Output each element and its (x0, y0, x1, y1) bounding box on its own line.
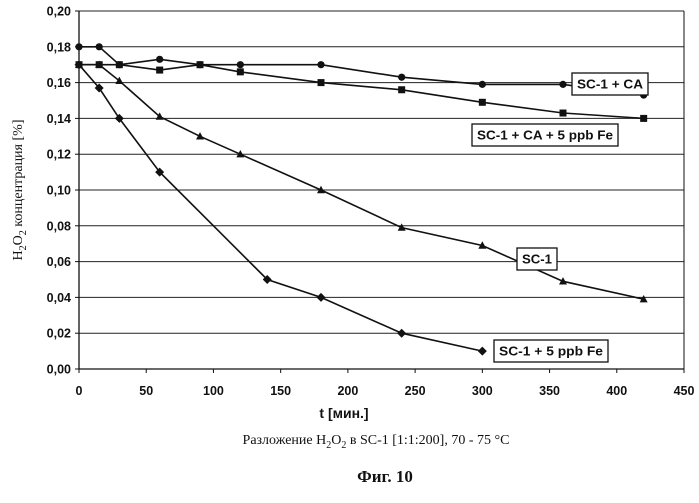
axes (75, 11, 684, 373)
data-point (237, 61, 244, 68)
x-tick-label: 300 (472, 384, 493, 398)
x-tick-label: 400 (606, 384, 627, 398)
y-tick-label: 0,00 (47, 363, 71, 377)
series-label-text: SC-1 + CA (577, 77, 644, 92)
y-tick-label: 0,08 (47, 219, 71, 233)
series-label: SC-1 + CA + 5 ppb Fe (472, 124, 618, 146)
y-tick-label: 0,06 (47, 255, 71, 269)
x-axis-title: t [мин.] (319, 405, 368, 421)
series-line-1 (79, 47, 644, 95)
data-point (397, 329, 406, 338)
data-point (398, 74, 405, 81)
x-tick-label: 50 (139, 384, 153, 398)
x-tick-label: 200 (337, 384, 358, 398)
data-point (479, 81, 486, 88)
data-point (318, 79, 325, 86)
y-tick-label: 0,10 (47, 184, 71, 198)
data-point (640, 115, 647, 122)
data-point (156, 67, 163, 74)
x-tick-label: 350 (539, 384, 560, 398)
data-point (96, 43, 103, 50)
y-tick-label: 0,18 (47, 40, 71, 54)
data-point (559, 81, 566, 88)
data-point (237, 68, 244, 75)
y-tick-label: 0,20 (47, 5, 71, 19)
figure-label: Фиг. 10 (357, 467, 413, 486)
series-label-text: SC-1 (522, 252, 552, 267)
data-point (317, 61, 324, 68)
series-label: SC-1 (517, 248, 557, 270)
x-tick-label: 0 (76, 384, 83, 398)
series-label: SC-1 + 5 ppb Fe (494, 340, 608, 362)
data-point (75, 43, 82, 50)
series-label-text: SC-1 + CA + 5 ppb Fe (477, 128, 613, 143)
y-tick-label: 0,04 (47, 291, 71, 305)
data-point (398, 86, 405, 93)
caption: Разложение H2O2 в SC-1 [1:1:200], 70 - 7… (243, 433, 510, 451)
series-line-2 (79, 65, 644, 119)
x-tick-label: 450 (674, 384, 695, 398)
data-point (479, 99, 486, 106)
data-point (317, 293, 326, 302)
y-tick-label: 0,14 (47, 112, 71, 126)
y-tick-labels: 0,00 0,02 0,04 0,06 0,08 0,10 0,12 0,14 0,16 0,18… (47, 5, 71, 377)
data-point (156, 56, 163, 63)
y-tick-label: 0,12 (47, 148, 71, 162)
series-label-text: SC-1 + 5 ppb Fe (499, 344, 603, 359)
x-tick-label: 150 (270, 384, 291, 398)
series-markers (75, 43, 648, 355)
data-point (116, 61, 123, 68)
y-tick-label: 0,16 (47, 76, 71, 90)
x-tick-label: 100 (203, 384, 224, 398)
y-tick-label: 0,02 (47, 327, 71, 341)
y-axis-title: H2O2 концентрация [%] (11, 120, 29, 261)
x-tick-labels: 0 50 100 150 200 250 300 350 400 450 (76, 384, 695, 398)
gridlines (79, 11, 684, 369)
x-tick-label: 250 (405, 384, 426, 398)
data-point (478, 347, 487, 356)
data-point (560, 110, 567, 117)
series-line-4 (79, 65, 482, 351)
series-label: SC-1 + CA (572, 73, 648, 95)
data-point (197, 61, 204, 68)
series-lines (79, 47, 644, 351)
series-line-3 (79, 65, 644, 300)
